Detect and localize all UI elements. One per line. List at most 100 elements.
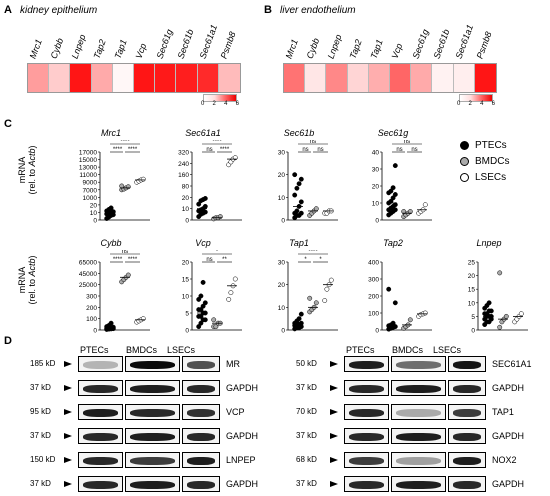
blot-lane xyxy=(391,428,446,444)
y-tick-label: 30 xyxy=(278,260,286,267)
y-tick-label: 300 xyxy=(368,277,379,284)
blot-kd-label: 185 kD xyxy=(30,359,56,368)
ylabel-row2: mRNA (rel. to Actb) xyxy=(17,245,37,315)
data-point xyxy=(196,201,202,207)
blot-protein-label: GAPDH xyxy=(226,383,259,393)
data-point xyxy=(198,320,204,326)
y-tick-label: 11000 xyxy=(79,172,97,179)
legend-bmdc: BMDCs xyxy=(460,156,509,167)
ylabel-gene: Actb xyxy=(27,148,37,167)
sig-label: ns xyxy=(317,147,323,153)
blot-protein-label: TAP1 xyxy=(492,407,514,417)
blot-lane xyxy=(78,476,123,492)
blot-lane xyxy=(448,428,486,444)
y-tick-label: 300 xyxy=(86,294,97,301)
data-point xyxy=(108,205,114,211)
heat-legend-kidney xyxy=(203,94,237,102)
heat-cell-vcp xyxy=(389,64,412,92)
y-tick-label: 80 xyxy=(182,184,190,191)
blot-kd-label: 150 kD xyxy=(30,455,56,464)
blot-protein-label: NOX2 xyxy=(492,455,517,465)
plot-title: Sec61a1 xyxy=(185,128,221,138)
sig-label: * xyxy=(304,257,307,263)
sig-label: ns xyxy=(206,147,212,153)
sig-label: ns xyxy=(396,147,402,153)
y-tick-label: 40 xyxy=(372,150,380,157)
y-tick-label: 0 xyxy=(471,328,475,335)
data-point xyxy=(390,195,396,201)
y-tick-label: 200 xyxy=(86,305,97,312)
blot-band xyxy=(130,361,175,369)
data-point xyxy=(324,286,330,292)
y-tick-label: 10 xyxy=(182,206,190,213)
data-point xyxy=(198,293,204,299)
heat-cell-lnpep xyxy=(326,64,348,92)
data-point xyxy=(388,198,394,204)
sig-label: **** xyxy=(128,147,138,153)
heat-tick: 4 xyxy=(224,101,228,107)
y-tick-label: 30 xyxy=(372,167,380,174)
blot-kd-label: 37 kD xyxy=(296,431,317,440)
blot-kd-label: 37 kD xyxy=(296,479,317,488)
blot-lane-header: LSECs xyxy=(167,345,196,355)
gene-label: Sec61a1 xyxy=(197,23,219,60)
blot-kd-label: 95 kD xyxy=(30,407,51,416)
plot-title: Sec61b xyxy=(283,128,315,138)
blot-lane xyxy=(448,356,486,372)
blot-band xyxy=(349,409,384,417)
blot-lane xyxy=(344,428,389,444)
data-point xyxy=(298,210,304,216)
sig-label: **** xyxy=(113,257,123,263)
heat-cell-sec61b xyxy=(176,64,198,92)
blot-lane xyxy=(391,404,446,420)
blot-band xyxy=(83,433,118,441)
plot-title: Cybb xyxy=(100,238,122,248)
data-point xyxy=(228,290,234,296)
blot-lane xyxy=(182,404,220,420)
heat-tick: 0 xyxy=(457,101,461,107)
blot-protein-label: GAPDH xyxy=(492,383,525,393)
heat-cell-sec61a1 xyxy=(197,64,219,92)
data-point xyxy=(198,307,204,313)
y-tick-label: 15 xyxy=(182,277,190,284)
data-point xyxy=(294,208,300,214)
blot-band xyxy=(83,409,118,417)
ylabel-gene: Actb xyxy=(27,258,37,277)
data-point xyxy=(486,300,492,306)
ylabel-row1: mRNA (rel. to Actb) xyxy=(17,135,37,205)
blot-lane xyxy=(448,476,486,492)
y-tick-label: 10 xyxy=(468,300,476,307)
data-point xyxy=(213,324,219,330)
gene-label: Sec61a1 xyxy=(453,23,475,60)
blot-lane xyxy=(182,428,220,444)
blot-lane-header: PTECs xyxy=(346,345,375,355)
blot-lane xyxy=(125,476,180,492)
legend-lsec: LSECs xyxy=(460,172,506,183)
gene-label: Sec61g xyxy=(154,27,175,60)
y-tick-label: 20 xyxy=(182,195,190,202)
blot-band xyxy=(130,409,175,417)
blot-kd-label: 50 kD xyxy=(296,359,317,368)
y-tick-label: 20 xyxy=(90,202,98,209)
heat-cell-mrc1 xyxy=(28,64,50,92)
blot-lane xyxy=(448,380,486,396)
blot-lane xyxy=(78,428,123,444)
blot-protein-label: GAPDH xyxy=(226,431,259,441)
heat-cell-psmb8 xyxy=(218,64,240,92)
sig-label: ns xyxy=(310,140,316,145)
data-point xyxy=(198,313,204,319)
y-tick-label: 5 xyxy=(471,314,475,321)
blot-lane xyxy=(78,404,123,420)
ylabel-line1: mRNA xyxy=(17,156,27,184)
y-tick-label: 240 xyxy=(178,161,189,168)
heat-legend-ticks-liver: 0 2 4 6 xyxy=(457,101,495,107)
data-point xyxy=(202,209,208,215)
data-point xyxy=(202,300,208,306)
scatter-plot-tap2: 0 100 200 300 400 xyxy=(368,260,432,335)
axis-line xyxy=(381,262,432,331)
heat-cell-cybb xyxy=(49,64,71,92)
panel-letter-b: B xyxy=(264,4,272,16)
y-tick-label: 45000 xyxy=(79,271,97,278)
heat-cell-tap2 xyxy=(347,64,369,92)
